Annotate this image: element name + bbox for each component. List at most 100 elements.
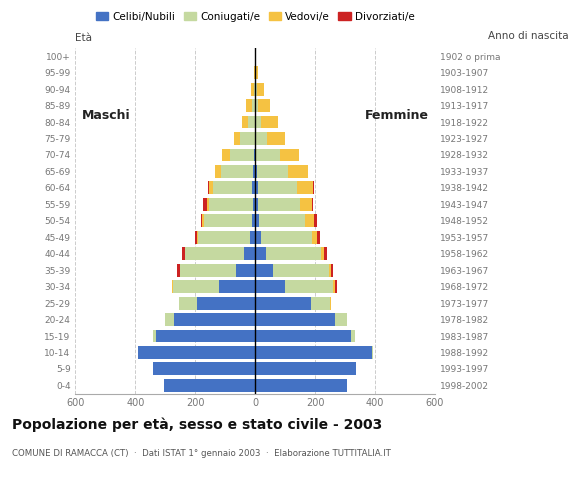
Bar: [177, 264, 180, 276]
Bar: [208, 181, 209, 194]
Text: Popolazione per età, sesso e stato civile - 2003: Popolazione per età, sesso e stato civil…: [12, 418, 382, 432]
Bar: [235, 264, 255, 276]
Bar: [173, 280, 219, 293]
Bar: [255, 264, 273, 276]
Bar: [257, 83, 264, 96]
Bar: [321, 247, 324, 260]
Bar: [219, 280, 255, 293]
Bar: [311, 297, 330, 310]
Bar: [186, 247, 244, 260]
Bar: [153, 362, 255, 375]
Bar: [329, 264, 331, 276]
Bar: [255, 362, 356, 375]
Bar: [255, 330, 351, 342]
Bar: [222, 148, 230, 161]
Bar: [260, 231, 311, 244]
Bar: [255, 116, 261, 129]
Bar: [197, 297, 255, 310]
Bar: [351, 330, 355, 342]
Bar: [296, 181, 313, 194]
Bar: [204, 198, 207, 211]
Bar: [165, 313, 175, 326]
Bar: [313, 181, 314, 194]
Bar: [248, 116, 255, 129]
Bar: [267, 132, 285, 145]
Bar: [299, 198, 311, 211]
Bar: [175, 313, 255, 326]
Bar: [251, 231, 255, 244]
Bar: [255, 148, 256, 161]
Bar: [256, 148, 280, 161]
Bar: [335, 313, 347, 326]
Bar: [255, 83, 257, 96]
Bar: [255, 297, 311, 310]
Text: COMUNE DI RAMACCA (CT)  ·  Dati ISTAT 1° gennaio 2003  ·  Elaborazione TUTTITALI: COMUNE DI RAMACCA (CT) · Dati ISTAT 1° g…: [12, 449, 390, 458]
Bar: [255, 132, 267, 145]
Bar: [253, 83, 255, 96]
Bar: [253, 148, 255, 161]
Bar: [330, 297, 331, 310]
Bar: [253, 198, 255, 211]
Bar: [258, 181, 296, 194]
Bar: [317, 231, 320, 244]
Bar: [244, 247, 255, 260]
Bar: [254, 66, 255, 79]
Bar: [222, 165, 253, 178]
Bar: [234, 132, 240, 145]
Bar: [230, 148, 253, 161]
Bar: [209, 198, 253, 211]
Bar: [255, 379, 347, 392]
Legend: Celibi/Nubili, Coniugati/e, Vedovi/e, Divorziati/e: Celibi/Nubili, Coniugati/e, Vedovi/e, Di…: [92, 8, 419, 26]
Bar: [255, 280, 285, 293]
Bar: [314, 215, 317, 227]
Text: Anno di nascita: Anno di nascita: [488, 31, 568, 41]
Bar: [198, 231, 251, 244]
Bar: [280, 148, 299, 161]
Bar: [257, 165, 288, 178]
Bar: [204, 215, 252, 227]
Bar: [255, 198, 258, 211]
Text: Femmine: Femmine: [365, 109, 429, 122]
Bar: [253, 165, 255, 178]
Bar: [157, 330, 255, 342]
Bar: [372, 346, 373, 359]
Bar: [164, 379, 255, 392]
Bar: [311, 231, 317, 244]
Bar: [197, 231, 198, 244]
Text: Età: Età: [75, 33, 92, 43]
Bar: [242, 116, 248, 129]
Text: Maschi: Maschi: [81, 109, 130, 122]
Bar: [139, 346, 255, 359]
Bar: [288, 165, 307, 178]
Bar: [252, 99, 255, 112]
Bar: [252, 215, 255, 227]
Bar: [207, 198, 209, 211]
Bar: [324, 247, 327, 260]
Bar: [255, 215, 259, 227]
Bar: [255, 165, 257, 178]
Bar: [255, 66, 258, 79]
Bar: [185, 247, 186, 260]
Bar: [240, 132, 255, 145]
Bar: [251, 83, 253, 96]
Bar: [153, 330, 157, 342]
Bar: [255, 247, 266, 260]
Bar: [285, 280, 333, 293]
Bar: [311, 198, 313, 211]
Bar: [179, 297, 197, 310]
Bar: [182, 247, 185, 260]
Bar: [258, 198, 299, 211]
Bar: [331, 264, 333, 276]
Bar: [273, 264, 329, 276]
Bar: [246, 99, 252, 112]
Bar: [261, 116, 278, 129]
Bar: [215, 165, 222, 178]
Bar: [180, 264, 235, 276]
Bar: [255, 181, 258, 194]
Bar: [335, 280, 337, 293]
Bar: [255, 313, 335, 326]
Bar: [255, 99, 258, 112]
Bar: [255, 346, 372, 359]
Bar: [266, 247, 321, 260]
Bar: [252, 181, 255, 194]
